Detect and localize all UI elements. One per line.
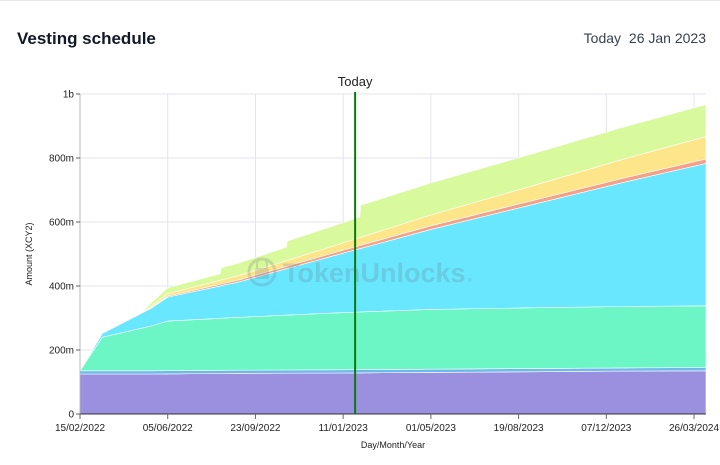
today-label: Today [338,74,373,89]
lock-icon [247,257,277,287]
x-tick-label: 19/08/2023 [494,423,544,434]
y-tick-label: 600m [49,218,74,229]
x-tick-label: 11/01/2023 [319,423,369,434]
watermark-dot: . [466,258,474,288]
x-axis-title: Day/Month/Year [361,440,425,450]
axes: 0 200m 400m 600m 800m 1b 15/02/2022 05/06/2022 2… [49,90,720,435]
x-tick-label: 07/12/2023 [581,423,631,434]
today-date-display: Today 26 Jan 2023 [580,30,706,46]
y-tick-label: 0 [68,410,74,421]
y-tick-label: 800m [49,154,74,165]
x-tick-label: 15/02/2022 [55,423,105,434]
y-axis-title: Amount (XCY2) [24,222,34,285]
y-tick-label: 200m [49,346,74,357]
x-tick-label: 05/06/2022 [143,423,193,434]
x-tick-label: 26/03/2024 [669,423,719,434]
page-title: Vesting schedule [17,29,156,48]
area-series-7 [79,104,707,371]
x-tick-label: 01/05/2023 [406,423,456,434]
area-series-1 [79,370,707,415]
today-prefix: Today [583,30,622,46]
vesting-chart: TokenUnlocks . 0 200m 400m 600m 800m 1b 15/02/… [24,74,720,450]
watermark-brand: TokenUnlocks [283,258,466,288]
today-date: 26 Jan 2023 [628,30,706,46]
watermark: TokenUnlocks . [247,257,474,288]
today-marker: Today [338,74,373,414]
area-series [79,104,707,415]
top-divider [0,0,720,1]
y-tick-label: 1b [63,90,75,101]
x-tick-label: 23/09/2022 [230,423,280,434]
y-tick-label: 400m [49,282,74,293]
